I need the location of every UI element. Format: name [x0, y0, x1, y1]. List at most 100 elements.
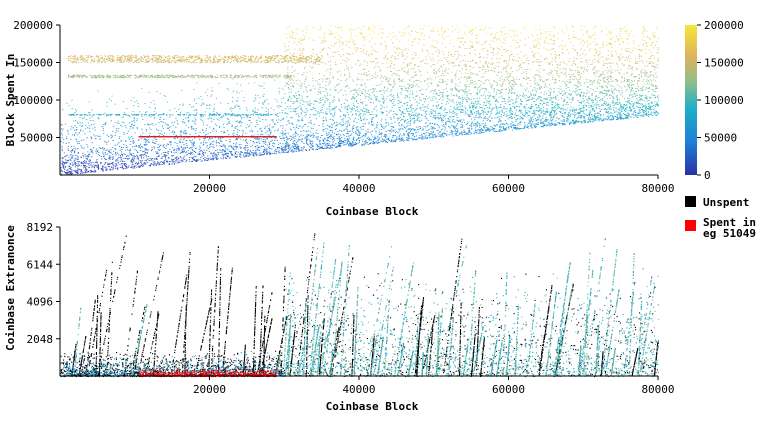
top-point-group [108, 98, 619, 100]
top-point-group [322, 86, 569, 88]
top-point-group [70, 126, 543, 127]
top-point-group [493, 54, 578, 56]
top-point-group [605, 85, 607, 87]
top-point-group [77, 168, 108, 170]
top-point-group [71, 107, 651, 110]
top-point-group [182, 104, 656, 106]
top-point-group [70, 171, 79, 173]
bottom-point-group [132, 261, 644, 376]
top-point-group [301, 50, 643, 52]
top-point-group [68, 60, 659, 62]
top-point-group [75, 110, 646, 112]
top-point-group [362, 36, 389, 38]
top-point-group [65, 172, 82, 174]
top-point-group [70, 113, 650, 115]
top-point-group [100, 54, 613, 56]
top-point-group [261, 146, 263, 147]
top-point-group [238, 105, 659, 107]
top-point-group [106, 105, 644, 107]
bottom-point-group [288, 258, 638, 377]
top-point-group [415, 80, 639, 81]
top-point-group [289, 33, 515, 35]
top-point-group [69, 154, 260, 156]
top-point-group [306, 96, 648, 98]
top-point-group [70, 75, 646, 77]
top-point-group [61, 149, 310, 151]
top-point-group [303, 72, 646, 74]
top-point-group [431, 79, 433, 81]
bottom-point-group [139, 293, 642, 377]
top-point-group [284, 43, 611, 45]
top-point-group [90, 77, 582, 78]
bottom-point-group [146, 257, 654, 377]
top-point-group [275, 99, 642, 101]
bottom-x-tick-label: 80000 [641, 383, 674, 396]
top-point-group [74, 57, 629, 59]
top-point-group [292, 101, 633, 102]
top-point-group [64, 172, 92, 174]
top-point-group [304, 86, 644, 88]
top-point-group [301, 30, 646, 32]
top-point-group [386, 46, 564, 48]
top-point-group [141, 116, 617, 118]
bottom-point-group [408, 263, 571, 373]
top-point-group [71, 76, 643, 78]
bottom-point-group [303, 307, 624, 377]
bottom-point-group [309, 249, 658, 370]
top-point-group [467, 92, 469, 94]
legend-label-unspent: Unspent [703, 196, 749, 209]
top-point-group [71, 58, 632, 60]
top-point-group [132, 97, 657, 98]
top-point-group [137, 105, 653, 107]
top-point-group [193, 99, 644, 101]
top-point-group [297, 106, 652, 108]
top-point-group [504, 80, 506, 82]
bottom-x-tick-label: 60000 [492, 383, 525, 396]
bottom-point-group [75, 272, 654, 375]
top-point-group [71, 61, 600, 63]
top-point-group [236, 100, 606, 102]
top-point-group [70, 157, 231, 159]
top-point-group [288, 88, 592, 90]
top-point-group [287, 87, 289, 88]
top-point-group [64, 166, 129, 168]
bottom-point-group [76, 261, 646, 375]
top-point-group [77, 74, 652, 76]
top-point-group [454, 77, 457, 79]
top-point-group [415, 53, 513, 55]
legend-label-spent-line: eg 51049 [703, 227, 756, 240]
top-point-group [304, 80, 630, 82]
top-point-group [236, 92, 636, 94]
top-point-group [610, 66, 612, 68]
top-point-group [61, 156, 238, 158]
top-point-group [601, 93, 603, 95]
top-point-group [61, 163, 165, 165]
top-point-group [393, 81, 623, 83]
top-point-group [72, 77, 606, 79]
top-point-group [62, 166, 141, 168]
top-point-group [291, 32, 644, 34]
top-point-group [60, 170, 104, 172]
top-point-group [260, 85, 654, 87]
top-point-group [553, 44, 613, 46]
top-point-group [359, 99, 573, 101]
bottom-point-group [135, 258, 652, 377]
top-point-group [108, 158, 219, 160]
top-point-group [63, 152, 281, 154]
top-point-group [274, 79, 655, 81]
top-point-group [74, 55, 654, 57]
top-point-group [335, 64, 592, 65]
top-point-group [165, 95, 642, 97]
top-point-group [74, 124, 558, 127]
top-point-group [116, 167, 136, 169]
top-point-group [111, 95, 624, 97]
top-point-group [75, 164, 157, 166]
bottom-point-group [145, 284, 641, 377]
top-point-group [253, 82, 581, 84]
top-point-group [301, 74, 573, 76]
top-point-group [485, 71, 612, 72]
top-point-group [191, 106, 647, 108]
top-point-group [545, 38, 547, 40]
top-point-group [262, 103, 658, 105]
top-point-group [62, 157, 231, 159]
